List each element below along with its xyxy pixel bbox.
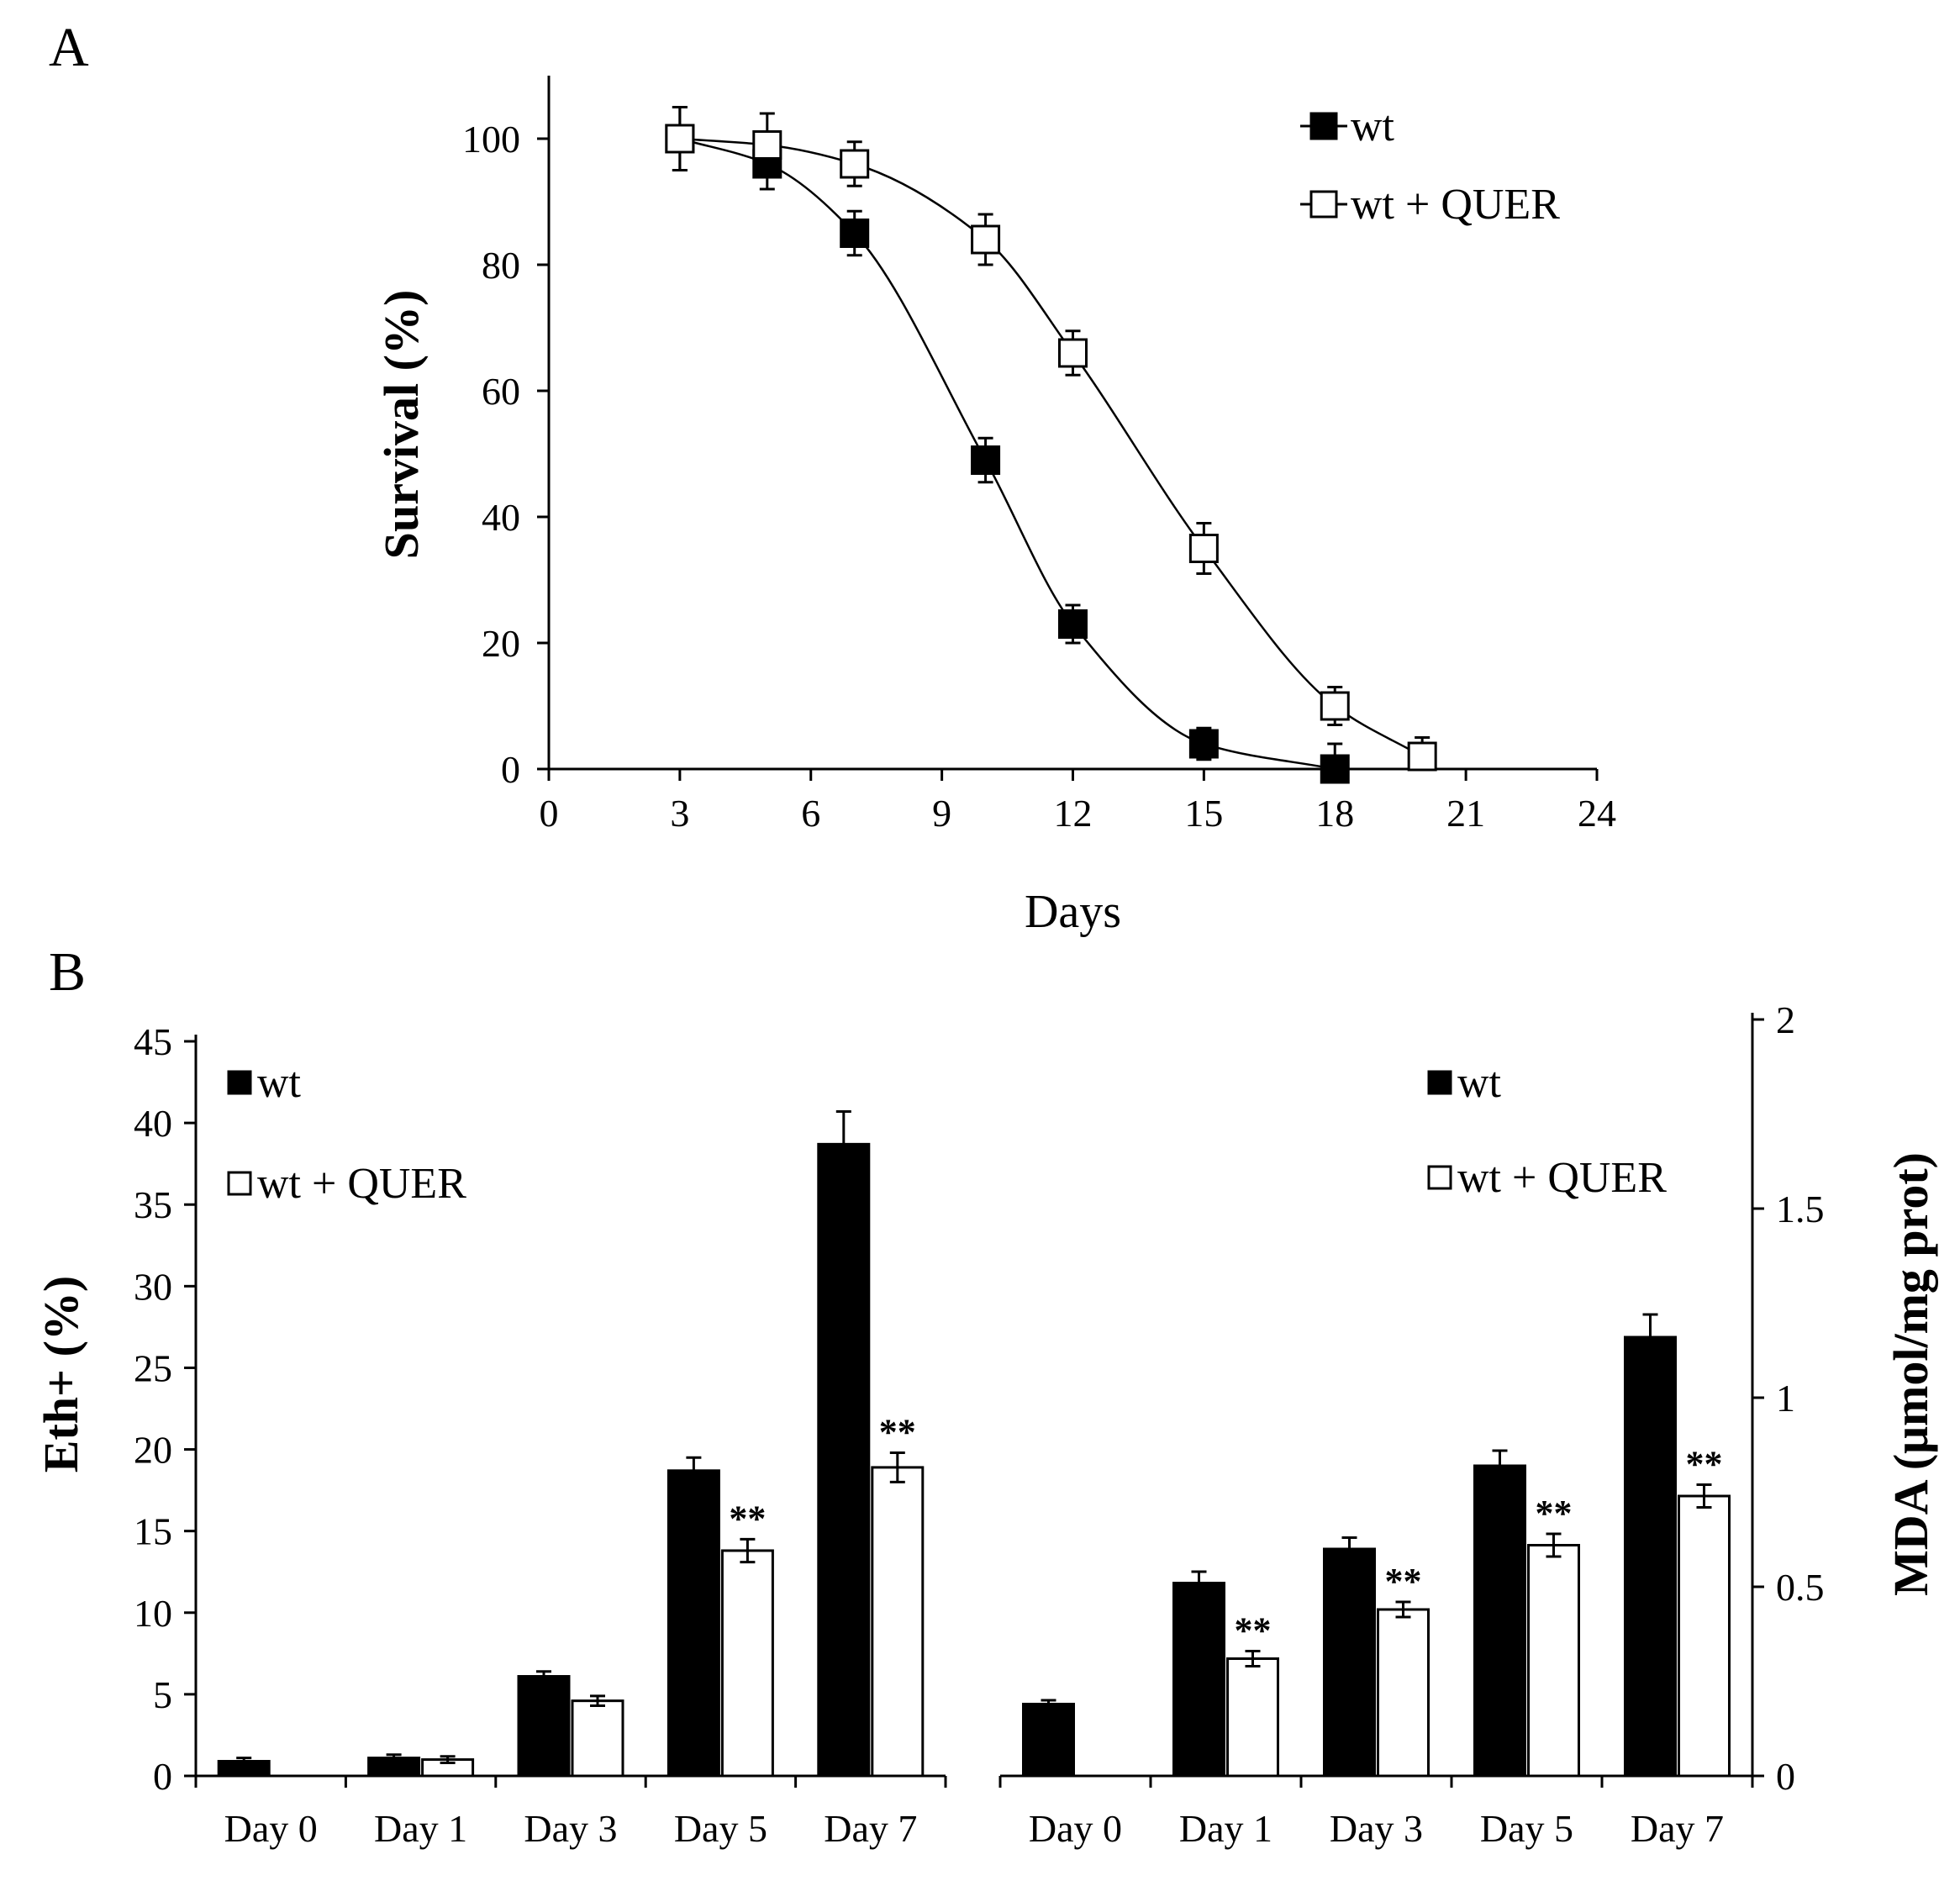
data-point-wt	[840, 219, 870, 248]
x-tick-label: Day 3	[524, 1807, 617, 1850]
bar-wt-quer	[1377, 1608, 1430, 1778]
legend-label: wt + QUER	[1457, 1154, 1667, 1202]
bar-wt	[1323, 1547, 1376, 1778]
data-point-wt-quer	[1188, 534, 1219, 563]
data-point-wt-quer	[840, 149, 870, 179]
x-tick-label: Day 1	[1179, 1807, 1272, 1850]
bar-wt	[667, 1469, 720, 1778]
bar-wt-quer	[871, 1466, 925, 1778]
y-tick-label: 0.5	[1776, 1566, 1825, 1609]
data-point-wt-quer	[752, 130, 782, 160]
legend-swatch	[1427, 1165, 1452, 1190]
y-tick-label: 60	[482, 370, 520, 413]
y-tick-label: 0	[1776, 1755, 1795, 1798]
data-point-wt-quer	[665, 124, 695, 154]
x-tick-label: Day 5	[1480, 1807, 1573, 1850]
y-tick-label: 45	[134, 1020, 172, 1063]
bar-wt-quer	[1678, 1494, 1731, 1778]
bar-wt	[517, 1675, 571, 1778]
y-tick-label: 40	[134, 1102, 172, 1145]
bar-wt-quer	[1226, 1657, 1279, 1778]
bar-wt	[817, 1142, 871, 1778]
x-tick-label: Day 0	[224, 1807, 318, 1850]
x-tick-label: 24	[1578, 792, 1616, 835]
y-tick-label: 100	[462, 118, 520, 161]
x-tick-label: Day 5	[674, 1807, 767, 1850]
y-tick-label: 0	[153, 1755, 172, 1798]
y-tick-label: 15	[134, 1510, 172, 1553]
legend-swatch	[1309, 190, 1338, 219]
x-tick-label: 21	[1446, 792, 1485, 835]
y-tick-label: 5	[153, 1673, 172, 1716]
y-tick-label: 20	[134, 1429, 172, 1472]
eth-bar-chart: 0 5 10 15 20 25 30 35 40 45 Day 0 Day 1 Day 3 Day 5 Da…	[34, 1020, 947, 1850]
x-axis-title: Days	[1025, 886, 1121, 938]
legend-label: wt + QUER	[257, 1160, 466, 1208]
data-point-wt-quer	[1058, 338, 1088, 368]
significance-mark: **	[1235, 1610, 1272, 1652]
mda-bar-chart: 0 0.5 1 1.5 2 Day 0 Day 1 Day 3 Day 5 Day 7 ** ** **…	[998, 998, 1938, 1850]
x-tick-label: 3	[670, 792, 689, 835]
bar-wt-quer	[1527, 1544, 1580, 1778]
survival-chart: 0 20 40 60 80 100 0 3 6 9 12 15 18 21 24 Days Survival (…	[374, 76, 1616, 938]
bar-wt	[1172, 1582, 1225, 1778]
x-tick-label: 0	[540, 792, 559, 835]
data-point-wt-quer	[971, 224, 1001, 255]
legend-swatch	[227, 1070, 252, 1095]
bar-wt-quer	[720, 1549, 774, 1778]
data-point-wt-quer	[1320, 691, 1350, 721]
significance-mark: **	[1385, 1561, 1422, 1602]
data-point-wt	[971, 445, 1001, 475]
y-tick-label: 1	[1776, 1377, 1795, 1420]
legend-label: wt	[1351, 103, 1395, 150]
x-tick-label: Day 1	[374, 1807, 467, 1850]
x-tick-label: 6	[801, 792, 820, 835]
y-tick-label: 10	[134, 1592, 172, 1635]
legend-label: wt + QUER	[1351, 181, 1560, 229]
legend-swatch	[1309, 112, 1338, 140]
y-tick-label: 0	[501, 748, 520, 791]
significance-mark: **	[879, 1411, 916, 1452]
y-axis-title: Eth+ (%)	[34, 1276, 88, 1472]
x-tick-label: 9	[932, 792, 951, 835]
bar-wt	[1473, 1464, 1526, 1778]
y-tick-label: 1.5	[1776, 1188, 1825, 1230]
bar-wt	[1022, 1703, 1075, 1778]
x-tick-label: 12	[1054, 792, 1093, 835]
y-axis-title: Survival (%)	[374, 290, 429, 560]
legend-swatch	[1427, 1070, 1452, 1095]
data-point-wt	[1320, 754, 1350, 784]
legend-swatch	[227, 1171, 252, 1196]
significance-mark: **	[1686, 1444, 1723, 1485]
series-line-1	[679, 137, 1423, 758]
bar-wt	[1624, 1335, 1677, 1778]
y-tick-label: 35	[134, 1183, 172, 1226]
y-tick-label: 2	[1776, 998, 1795, 1041]
series-line-0	[679, 137, 1336, 771]
y-tick-label: 40	[482, 496, 520, 539]
y-tick-label: 80	[482, 244, 520, 287]
y-tick-label: 20	[482, 622, 520, 665]
y-tick-label: 30	[134, 1265, 172, 1308]
data-point-wt-quer	[1407, 741, 1437, 772]
x-tick-label: 15	[1184, 792, 1223, 835]
legend-label: wt	[257, 1059, 302, 1107]
significance-mark: **	[1536, 1493, 1573, 1534]
data-point-wt	[1058, 609, 1088, 639]
x-tick-label: 18	[1315, 792, 1354, 835]
legend-label: wt	[1457, 1059, 1502, 1107]
y-tick-label: 25	[134, 1346, 172, 1389]
x-tick-label: Day 3	[1330, 1807, 1423, 1850]
x-tick-label: Day 0	[1029, 1807, 1122, 1850]
panel-label-a: A	[49, 17, 89, 78]
data-point-wt	[1188, 729, 1219, 759]
significance-mark: **	[729, 1498, 766, 1539]
bar-wt-quer	[571, 1699, 624, 1778]
panel-label-b: B	[49, 941, 86, 1003]
x-tick-label: Day 7	[824, 1807, 917, 1850]
y-axis-title: MDA (μmol/mg prot)	[1884, 1152, 1938, 1596]
x-tick-label: Day 7	[1631, 1807, 1724, 1850]
